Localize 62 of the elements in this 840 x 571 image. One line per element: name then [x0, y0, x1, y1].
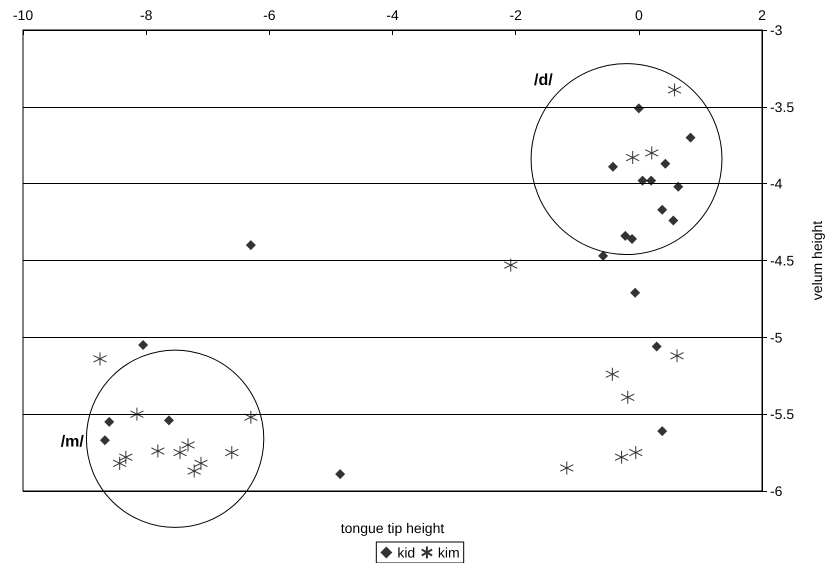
legend-label: kim — [438, 544, 460, 560]
point — [335, 469, 346, 480]
x-tick-label: -2 — [509, 7, 522, 23]
y-axis-title: velum height — [809, 220, 825, 300]
legend-label: kid — [397, 544, 416, 560]
point — [187, 464, 202, 478]
point — [670, 348, 684, 363]
point — [244, 410, 258, 424]
point — [620, 230, 630, 241]
x-tick-label: -4 — [386, 7, 399, 23]
point — [657, 426, 668, 436]
y-tick-label: -6 — [770, 483, 783, 499]
x-axis-title: tongue tip height — [340, 520, 444, 536]
point — [638, 176, 648, 186]
point — [657, 204, 668, 215]
point — [627, 234, 638, 244]
point — [150, 444, 165, 458]
annotation: /m/ — [60, 433, 84, 450]
point — [104, 416, 114, 427]
point — [504, 258, 518, 272]
point — [92, 352, 107, 366]
point — [173, 446, 188, 460]
point — [668, 82, 682, 97]
point — [246, 240, 256, 250]
point — [630, 288, 640, 298]
point — [100, 435, 110, 446]
point — [138, 340, 148, 350]
point — [620, 390, 635, 404]
point — [626, 150, 640, 165]
point — [605, 367, 620, 382]
x-tick-label: 2 — [758, 7, 766, 23]
y-tick-label: -3 — [770, 22, 783, 38]
x-tick-label: -8 — [140, 7, 153, 23]
point — [646, 176, 656, 186]
point — [224, 446, 239, 460]
point — [598, 250, 608, 261]
x-tick-label: -6 — [263, 7, 276, 23]
point — [130, 407, 144, 422]
point — [652, 342, 662, 352]
y-tick-label: -5 — [770, 329, 783, 346]
x-tick-label: 0 — [634, 7, 643, 23]
point — [668, 216, 678, 226]
point — [660, 158, 670, 169]
point — [118, 450, 133, 464]
point — [686, 132, 696, 143]
y-tick-label: -4.5 — [770, 252, 794, 268]
point — [628, 446, 643, 460]
point — [673, 182, 684, 192]
x-tick-label: -10 — [12, 7, 34, 23]
point — [614, 450, 629, 464]
point — [164, 415, 174, 426]
point — [194, 456, 208, 470]
point — [112, 456, 127, 470]
point — [608, 162, 618, 172]
point — [644, 146, 659, 160]
point — [560, 460, 574, 475]
annotation: /d/ — [534, 72, 554, 90]
y-tick-label: -3.5 — [770, 98, 794, 115]
point — [181, 438, 196, 452]
point — [634, 103, 644, 114]
y-tick-label: -5.5 — [770, 406, 794, 422]
y-tick-label: -4 — [770, 176, 783, 192]
